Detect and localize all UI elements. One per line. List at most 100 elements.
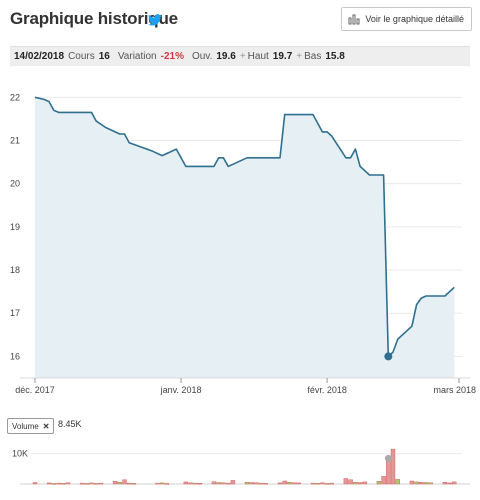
volume-bar — [192, 482, 198, 485]
volume-bar — [89, 482, 94, 485]
cours-value: 16 — [98, 51, 110, 62]
chart-header: Graphique historique Voir le graphique d… — [10, 6, 472, 36]
volume-bar — [221, 482, 226, 485]
volume-bar — [249, 482, 254, 485]
volume-bar — [390, 448, 396, 485]
volume-bar — [159, 482, 165, 485]
volume-bar — [131, 483, 137, 485]
x-tick-label: déc. 2017 — [15, 385, 55, 395]
volume-bar — [117, 482, 123, 485]
highlight-point — [384, 352, 393, 361]
volume-bar — [310, 482, 316, 485]
y-tick-label: 21 — [10, 136, 20, 146]
volume-bar — [428, 482, 433, 485]
low-label: Bas — [304, 51, 322, 62]
twitter-bird-icon[interactable] — [148, 14, 162, 26]
volume-bar — [65, 482, 71, 485]
volume-bar — [442, 482, 448, 485]
volume-bar — [230, 480, 236, 485]
y-tick-label: 19 — [10, 222, 20, 232]
volume-bar — [291, 482, 297, 485]
volume-bar — [320, 482, 325, 485]
volume-bar — [423, 482, 429, 485]
volume-bar — [197, 483, 203, 485]
volume-bar — [211, 481, 217, 485]
volume-bar — [296, 482, 301, 485]
volume-bar — [126, 482, 132, 485]
plus-icon: + — [239, 51, 246, 62]
volume-bar — [32, 482, 38, 485]
volume-bar — [98, 482, 104, 485]
volume-bar — [419, 482, 424, 485]
volume-bar — [56, 482, 61, 485]
volume-bar — [357, 482, 363, 485]
volume-bar — [386, 458, 391, 485]
open-value: 19.6 — [216, 51, 236, 62]
volume-highlight-point — [384, 454, 392, 462]
high-value: 19.7 — [272, 51, 293, 62]
volume-bar — [61, 483, 66, 485]
volume-bar — [348, 479, 353, 485]
volume-bar — [84, 483, 90, 485]
volume-bar — [51, 483, 56, 485]
close-icon[interactable]: ✕ — [42, 421, 50, 431]
x-tick-label: févr. 2018 — [307, 385, 347, 395]
y-tick-label: 22 — [10, 92, 20, 102]
volume-bar — [329, 482, 334, 485]
volume-bar — [381, 476, 386, 485]
volume-bar — [414, 481, 419, 485]
volume-current-value: 8.45K — [58, 419, 82, 429]
open-label: Ouv. — [191, 51, 213, 62]
detailed-chart-button[interactable]: Voir le graphique détaillé — [341, 7, 472, 31]
volume-bar — [324, 483, 330, 485]
volume-bar — [112, 481, 118, 485]
volume-bar — [164, 483, 170, 485]
y-tick-label: 20 — [10, 179, 20, 189]
volume-bar — [452, 481, 457, 485]
variation-value: -21% — [160, 51, 184, 62]
volume-bar — [254, 482, 259, 485]
y-tick-label: 18 — [10, 265, 20, 275]
quote-summary-bar: 14/02/2018 Cours 16 Variation -21% Ouv. … — [10, 46, 470, 66]
volume-bar — [216, 482, 221, 485]
volume-bar — [263, 483, 268, 485]
volume-bar — [395, 479, 400, 485]
volume-bar — [343, 478, 349, 485]
volume-tag[interactable]: Volume ✕ — [7, 418, 55, 434]
volume-bar — [287, 482, 292, 485]
volume-bar — [188, 482, 193, 485]
volume-bar — [447, 482, 452, 485]
volume-y-tick-label: 10K — [12, 449, 28, 459]
volume-bar — [155, 482, 160, 485]
plus-icon: + — [296, 51, 303, 62]
volume-bar — [244, 482, 250, 485]
x-tick-label: mars 2018 — [433, 385, 476, 395]
low-value: 15.8 — [325, 51, 345, 62]
price-area — [35, 97, 455, 379]
volume-bar — [277, 482, 283, 485]
volume-bar — [93, 483, 99, 485]
volume-bar — [353, 482, 358, 485]
variation-label: Variation — [117, 51, 157, 62]
volume-bar — [315, 483, 320, 485]
volume-bar — [409, 480, 415, 485]
volume-bar — [79, 482, 85, 485]
volume-tag-label: Volume — [12, 421, 39, 431]
volume-bar — [46, 482, 52, 485]
volume-bar — [282, 480, 287, 485]
volume-bar — [122, 479, 127, 485]
volume-bar — [376, 481, 382, 485]
y-tick-label: 16 — [10, 351, 20, 361]
quote-date: 14/02/2018 — [14, 51, 65, 62]
high-label: Haut — [247, 51, 269, 62]
chart-title: Graphique historique — [10, 9, 178, 28]
volume-bar — [183, 481, 189, 485]
volume-bar — [225, 482, 231, 485]
volume-bar — [258, 482, 264, 485]
bar-chart-icon — [348, 14, 360, 25]
x-tick-label: janv. 2018 — [160, 385, 202, 395]
volume-bar — [362, 481, 367, 485]
y-tick-label: 17 — [10, 308, 20, 318]
detailed-chart-label: Voir le graphique détaillé — [365, 14, 464, 24]
